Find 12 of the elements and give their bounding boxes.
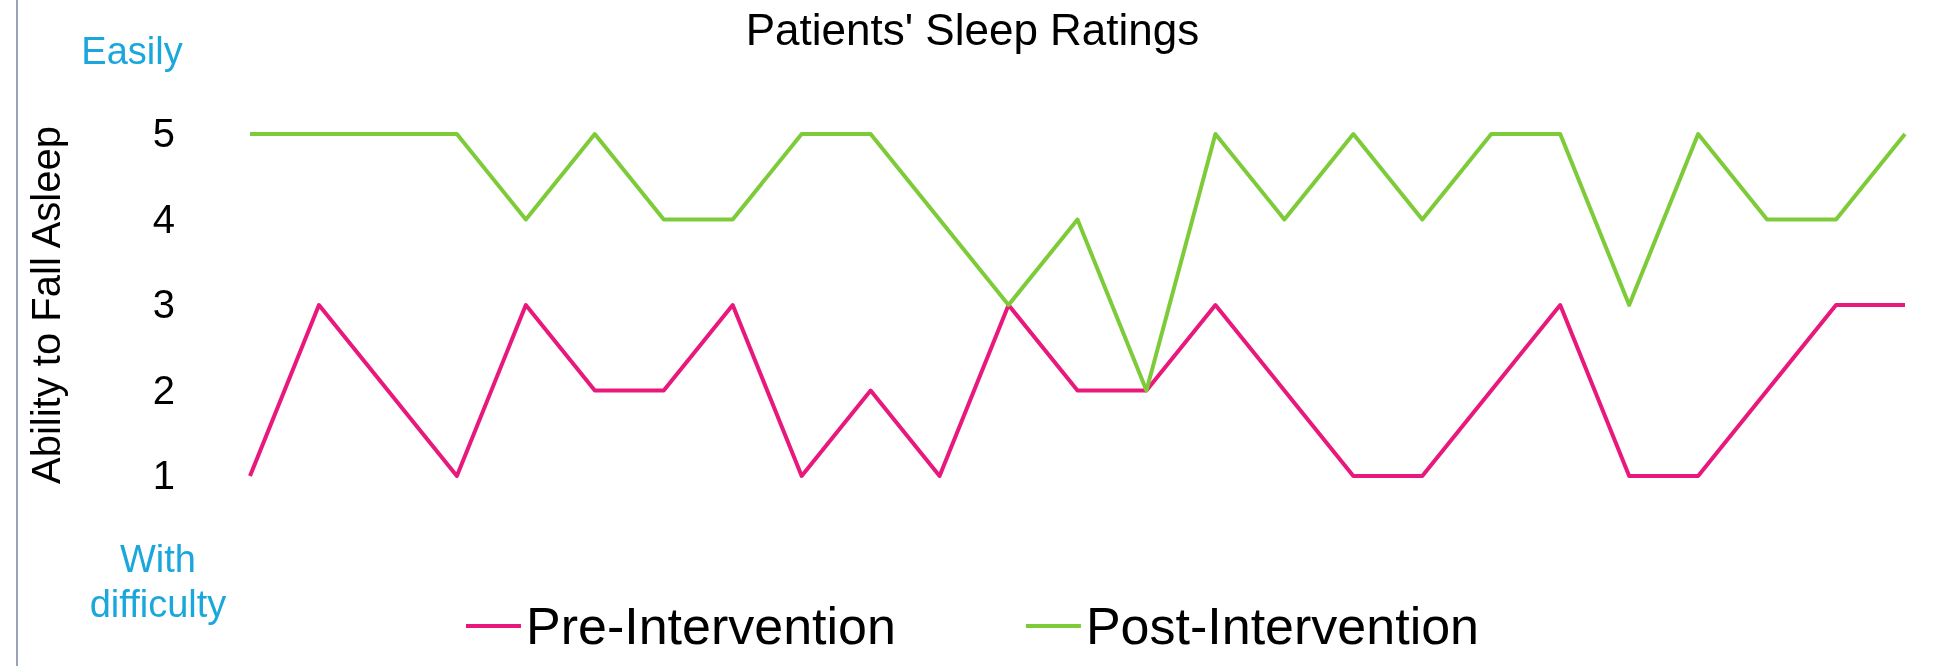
legend-label: Post-Intervention <box>1085 597 1480 655</box>
y-axis-title: Ability to Fall Asleep <box>24 126 68 484</box>
text: Easily <box>81 30 183 72</box>
line-series <box>248 132 1907 393</box>
legend-label: Pre-Intervention <box>525 597 896 655</box>
y-tick-label: 4 <box>152 196 175 241</box>
y-tick-label: 3 <box>152 282 175 327</box>
y-tick-label: 2 <box>152 367 175 412</box>
chart-title: Patients' Sleep Ratings <box>745 5 1200 54</box>
y-tick-label: 5 <box>152 111 175 156</box>
y-tick-label: 1 <box>152 453 175 498</box>
text: With difficulty <box>89 538 227 625</box>
